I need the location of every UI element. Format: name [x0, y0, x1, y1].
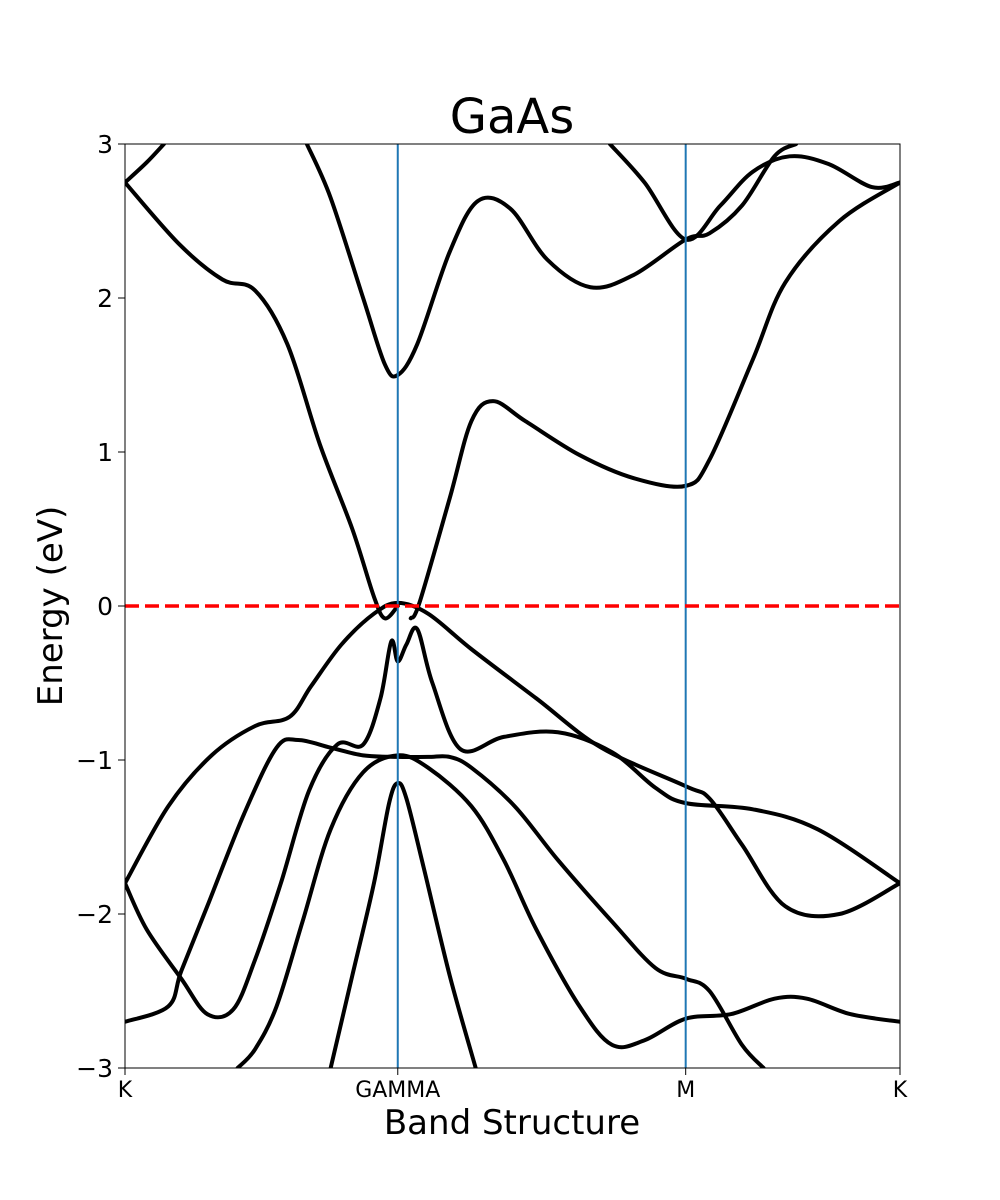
x-tick-label-m-2: M — [676, 1078, 695, 1103]
x-tick-label-gamma-1: GAMMA — [355, 1078, 440, 1103]
ticks-layer: −3 −2 −1 0 1 2 3 K GAMMA M K — [76, 130, 908, 1103]
y-tick-label-2: −1 — [76, 746, 113, 775]
band-line-4 — [125, 144, 166, 185]
band-line-5 — [607, 144, 900, 242]
overlay-layer — [125, 144, 900, 1068]
y-tick-label-6: 3 — [97, 130, 113, 159]
x-axis-label: Band Structure — [384, 1103, 640, 1143]
band-line-6 — [125, 600, 900, 919]
x-tick-label-k-3: K — [893, 1078, 908, 1103]
x-tick-label-k-0: K — [118, 1078, 133, 1103]
y-tick-label-5: 2 — [97, 284, 113, 313]
y-tick-label-3: 0 — [97, 592, 113, 621]
band-line-3 — [304, 144, 799, 379]
chart-title: GaAs — [450, 89, 574, 145]
band-line-9 — [235, 753, 900, 1068]
y-tick-label-0: −3 — [76, 1054, 113, 1083]
band-line-8 — [125, 737, 766, 1068]
y-axis-label: Energy (eV) — [31, 506, 71, 707]
y-tick-label-1: −2 — [76, 900, 113, 929]
band-line-2 — [408, 180, 900, 621]
y-tick-label-4: 1 — [97, 438, 113, 467]
